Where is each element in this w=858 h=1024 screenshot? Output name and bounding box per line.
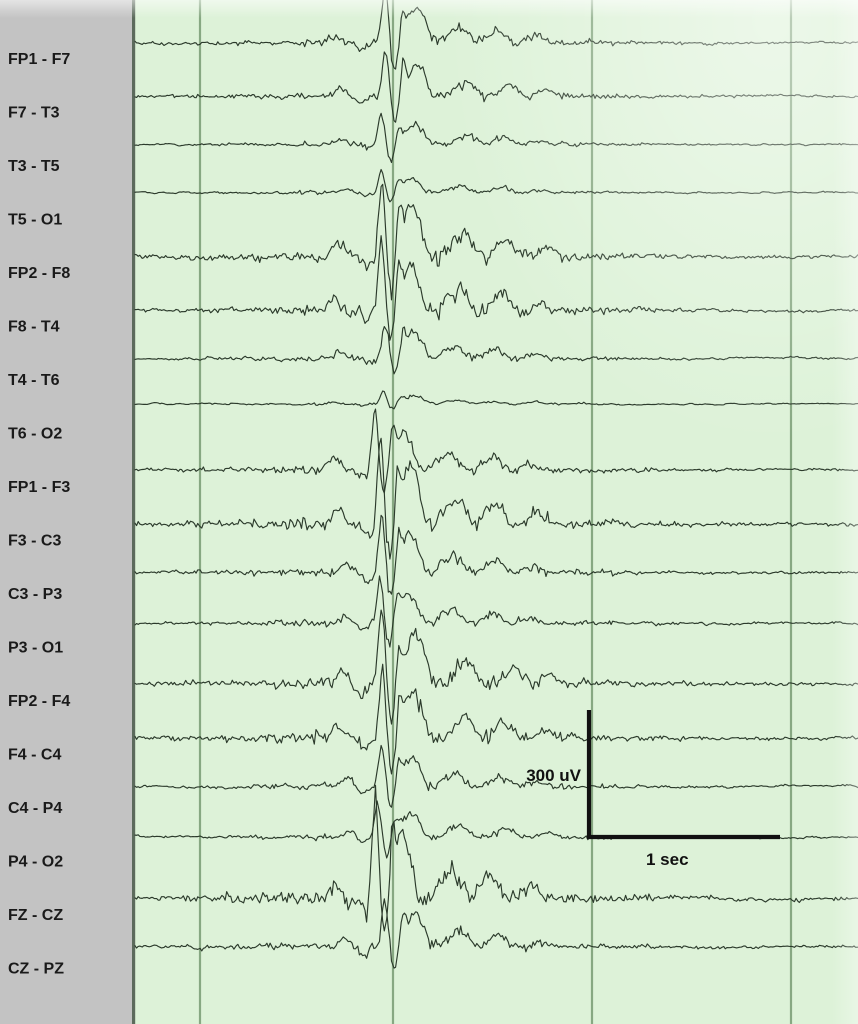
svg-text:P4 - O2: P4 - O2 <box>8 854 63 871</box>
svg-text:FP2 - F4: FP2 - F4 <box>8 693 70 710</box>
svg-text:FP2 - F8: FP2 - F8 <box>8 265 70 282</box>
svg-text:F8 - T4: F8 - T4 <box>8 319 60 336</box>
svg-text:CZ - PZ: CZ - PZ <box>8 961 64 978</box>
svg-text:1 sec: 1 sec <box>646 850 689 869</box>
svg-text:F3 - C3: F3 - C3 <box>8 533 61 550</box>
svg-text:T6 - O2: T6 - O2 <box>8 426 62 443</box>
svg-text:C4 - P4: C4 - P4 <box>8 800 62 817</box>
svg-text:300 uV: 300 uV <box>526 766 581 785</box>
svg-text:FZ - CZ: FZ - CZ <box>8 907 63 924</box>
svg-text:C3 - P3: C3 - P3 <box>8 586 62 603</box>
svg-text:F7 - T3: F7 - T3 <box>8 105 60 122</box>
svg-text:T3 - T5: T3 - T5 <box>8 158 60 175</box>
svg-text:FP1 - F7: FP1 - F7 <box>8 51 70 68</box>
svg-text:T5 - O1: T5 - O1 <box>8 212 62 229</box>
svg-text:P3 - O1: P3 - O1 <box>8 640 63 657</box>
svg-text:F4 - C4: F4 - C4 <box>8 747 61 764</box>
svg-text:T4 - T6: T4 - T6 <box>8 372 60 389</box>
svg-text:FP1 - F3: FP1 - F3 <box>8 479 70 496</box>
